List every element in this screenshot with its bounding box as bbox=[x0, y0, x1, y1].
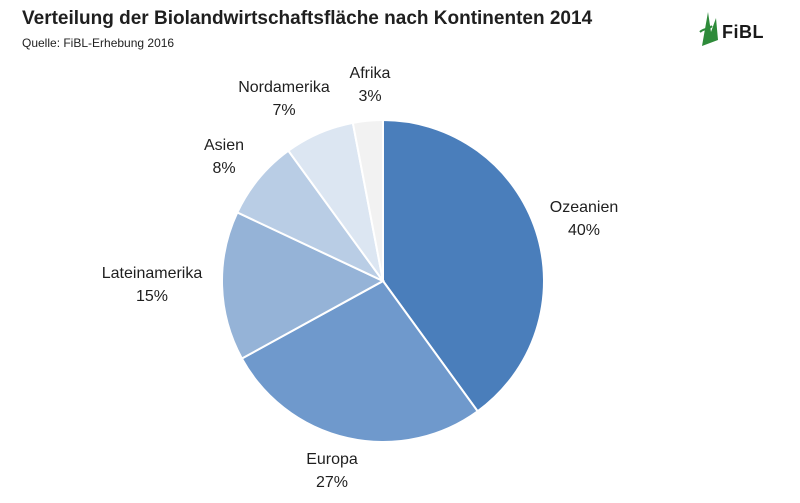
pie-slice-ozeanien bbox=[382, 118, 545, 413]
fibl-logo-text: FiBL bbox=[722, 22, 764, 42]
slice-value-label: 7% bbox=[272, 102, 295, 119]
slice-name-label: Ozeanien bbox=[550, 199, 619, 216]
slice-name-label: Afrika bbox=[350, 65, 391, 82]
pie-slice-afrika bbox=[351, 118, 384, 282]
slice-name-label: Lateinamerika bbox=[102, 265, 203, 282]
slice-value-label: 40% bbox=[568, 222, 600, 239]
pie-slice-europa bbox=[240, 279, 480, 443]
slice-name-label: Europa bbox=[306, 451, 358, 468]
slice-name-label: Nordamerika bbox=[238, 79, 330, 96]
chart-source: Quelle: FiBL-Erhebung 2016 bbox=[22, 36, 175, 50]
fibl-leaf-logo-icon bbox=[699, 12, 718, 46]
pie-slice-lateinamerika bbox=[220, 211, 386, 360]
chart-title: Verteilung der Biolandwirtschaftsfläche … bbox=[22, 8, 593, 29]
slice-value-label: 8% bbox=[212, 160, 235, 177]
slice-name-label: Asien bbox=[204, 137, 244, 154]
slice-value-label: 3% bbox=[358, 88, 381, 105]
slice-value-label: 27% bbox=[316, 474, 348, 491]
slice-value-label: 15% bbox=[136, 288, 168, 305]
